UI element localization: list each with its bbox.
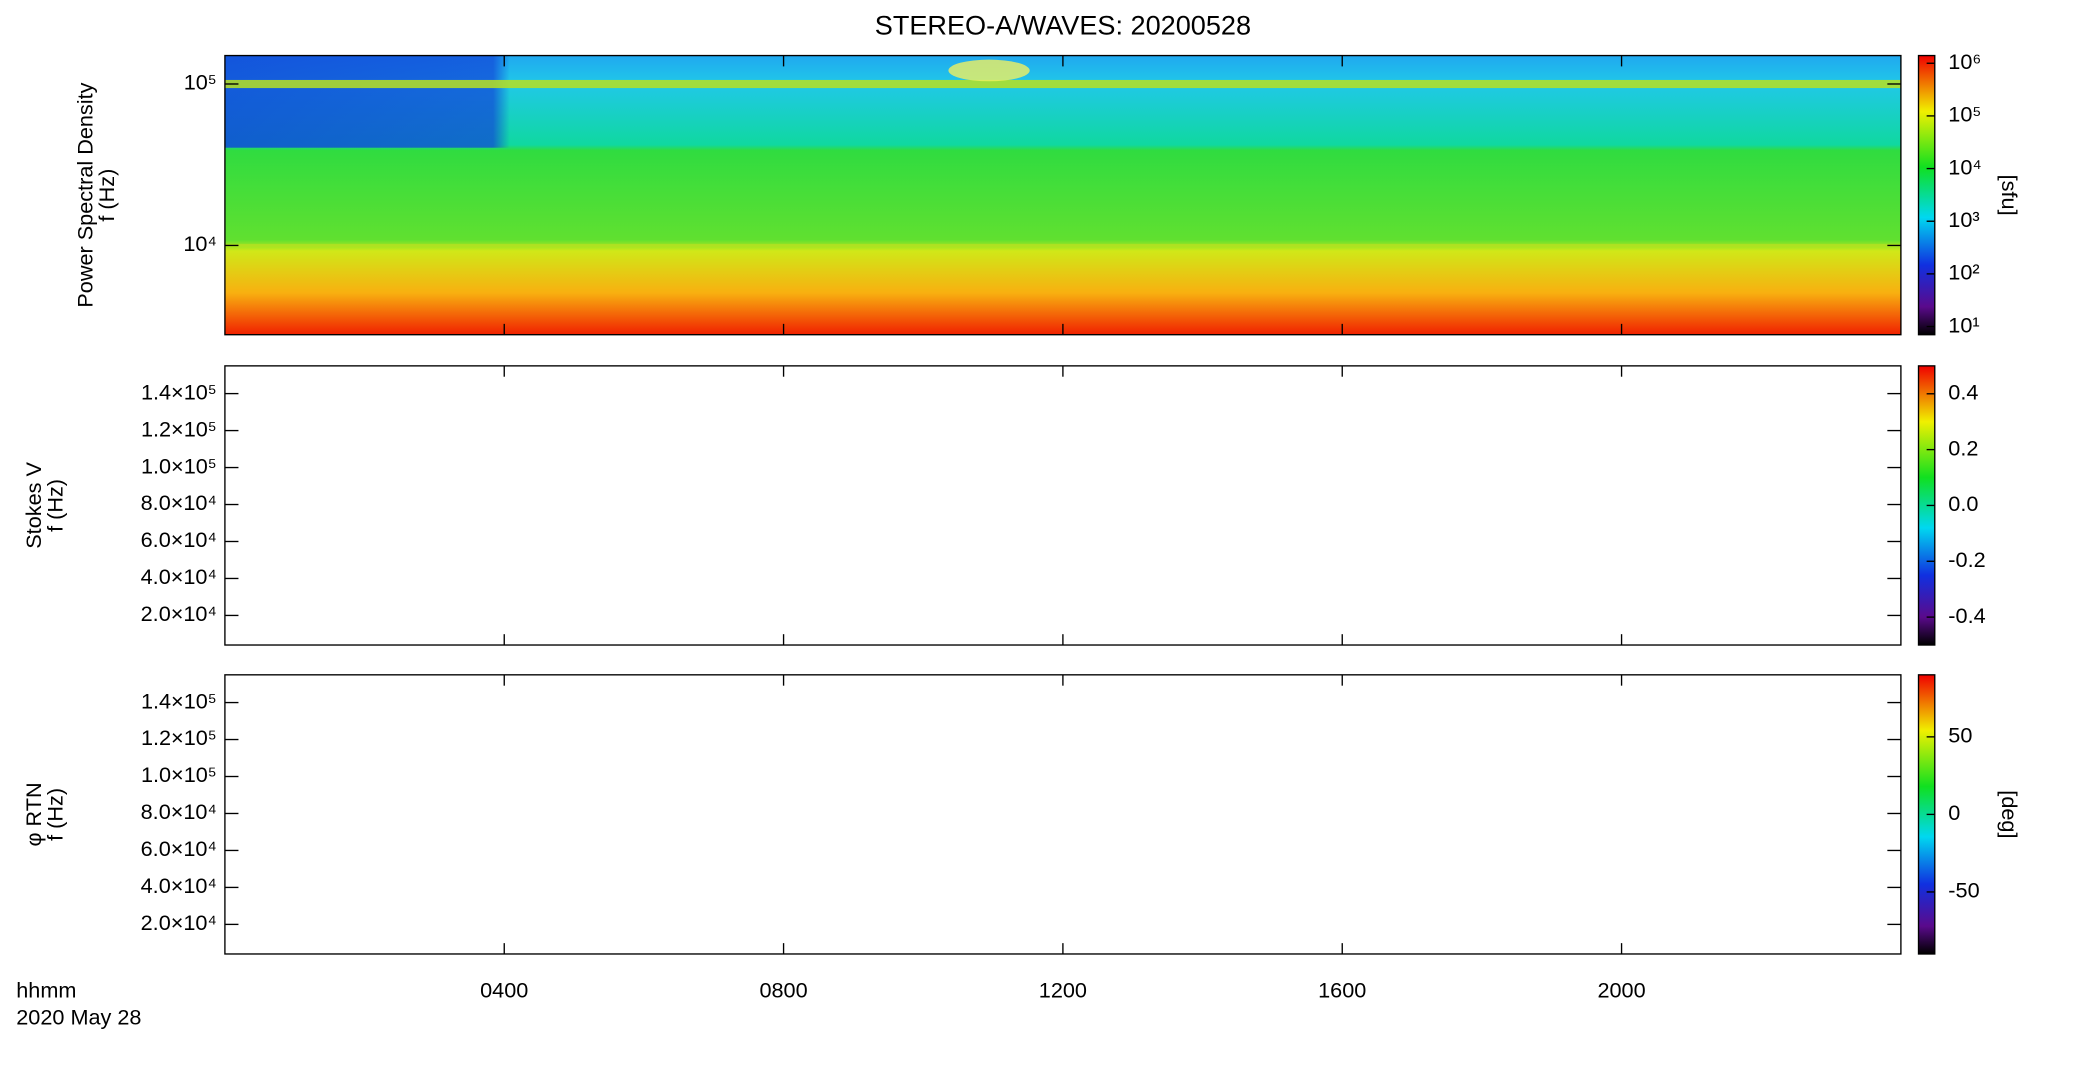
y-axis-label: f (Hz) [43,788,68,841]
y-tick-label: 8.0×10⁴ [141,490,217,515]
colorbar-tick-label: 10⁴ [1948,154,1981,179]
colorbar-tick-label: 0.4 [1948,380,1978,405]
x-tick-label: 2000 [1597,978,1645,1003]
x-axis-label: hhmm [16,978,76,1003]
colorbar-tick-label: 0.0 [1948,491,1978,516]
colorbar-tick-label: 0 [1948,800,1960,825]
y-tick-label: 1.2×10⁵ [141,416,217,441]
colorbar-label: [deg] [1997,790,2022,838]
y-tick-label: 6.0×10⁴ [141,836,217,861]
plot-frame [224,365,1902,646]
colorbar-frame [1917,54,1936,336]
colorbar-tick-label: -0.4 [1948,603,1985,628]
y-tick-label: 4.0×10⁴ [141,564,217,589]
x-tick-label: 0400 [480,978,528,1003]
y-tick-label: 1.0×10⁵ [141,762,217,787]
plot-frame [224,674,1902,955]
y-tick-label: 2.0×10⁴ [141,601,217,626]
chart-title: STEREO-A/WAVES: 20200528 [875,9,1251,40]
colorbar-tick-label: 50 [1948,723,1972,748]
colorbar-tick-label: -0.2 [1948,547,1985,572]
x-tick-label: 1600 [1318,978,1366,1003]
y-tick-label: 8.0×10⁴ [141,799,217,824]
y-tick-label: 1.4×10⁵ [141,379,217,404]
y-tick-label: 1.4×10⁵ [141,688,217,713]
y-tick-label: 10⁵ [184,70,217,95]
colorbar-tick-label: 10² [1948,260,1979,285]
colorbar-tick-label: 10⁶ [1948,49,1981,74]
x-tick-label: 0800 [759,978,807,1003]
y-tick-label: 6.0×10⁴ [141,527,217,552]
x-tick-label: 1200 [1039,978,1087,1003]
y-axis-label: f (Hz) [94,169,119,222]
y-axis-label: Stokes V [21,462,46,549]
y-axis-label: f (Hz) [43,479,68,532]
y-tick-label: 10⁴ [183,231,216,256]
y-tick-label: 2.0×10⁴ [141,910,217,935]
x-axis-label: 2020 May 28 [16,1005,141,1030]
colorbar-tick-label: -50 [1948,878,1979,903]
spectrogram-image [224,55,1935,954]
colorbar-tick-label: 10⁵ [1948,102,1981,127]
y-tick-label: 1.0×10⁵ [141,453,217,478]
colorbar-tick-label: 10¹ [1948,312,1979,337]
colorbar-label: [sfu] [1997,175,2022,216]
y-tick-label: 4.0×10⁴ [141,873,217,898]
y-axis-label: φ RTN [21,782,46,846]
colorbar-tick-label: 0.2 [1948,435,1978,460]
y-axis-label: Power Spectral Density [72,82,97,307]
colorbar-tick-label: 10³ [1948,207,1979,232]
y-tick-label: 1.2×10⁵ [141,725,217,750]
